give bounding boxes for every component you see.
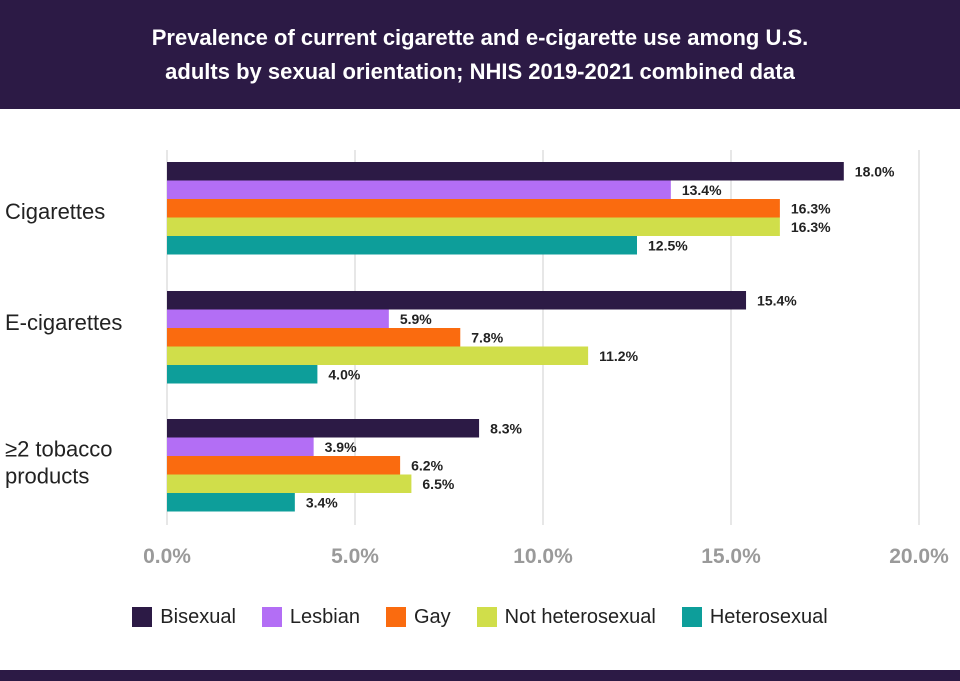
data-label: 6.5% <box>422 476 454 492</box>
legend-label: Heterosexual <box>709 605 828 628</box>
legend-swatch <box>476 607 497 627</box>
bar-heterosexual-2 <box>167 493 295 512</box>
data-label: 18.0% <box>855 163 895 179</box>
data-label: 6.2% <box>411 457 443 473</box>
legend-label: Gay <box>413 605 451 628</box>
chart-title-line-2: adults by sexual orientation; NHIS 2019-… <box>165 58 795 84</box>
x-tick-label: 15.0% <box>701 545 761 568</box>
data-label: 4.0% <box>328 366 360 382</box>
legend-item-heterosexual: Heterosexual <box>681 605 828 629</box>
data-label: 8.3% <box>490 420 522 436</box>
legend: Bisexual Lesbian Gay Not heterosexual Hetero… <box>0 600 960 634</box>
data-label: 11.2% <box>599 348 638 364</box>
bar-bisexual-2 <box>167 419 480 438</box>
bar-lesbian-2 <box>167 437 314 456</box>
header-banner: Prevalence of current cigarette and e-ci… <box>0 0 960 109</box>
legend-label: Bisexual <box>160 605 236 628</box>
legend-item-not-heterosexual: Not heterosexual <box>476 605 656 629</box>
bar-not-heterosexual-0 <box>167 217 780 236</box>
data-label: 15.4% <box>757 292 797 308</box>
legend-item-gay: Gay <box>385 605 451 629</box>
bar-gay-0 <box>167 199 780 218</box>
category-label: E-cigarettes <box>5 310 122 335</box>
bar-bisexual-1 <box>167 291 747 310</box>
bar-lesbian-1 <box>167 309 389 328</box>
bar-not-heterosexual-2 <box>167 474 412 493</box>
x-tick-label: 0.0% <box>143 545 191 568</box>
x-tick-label: 5.0% <box>331 545 379 568</box>
chart-title-line-1: Prevalence of current cigarette and e-ci… <box>151 24 809 50</box>
legend-label: Lesbian <box>289 605 360 628</box>
legend-swatch <box>385 607 406 627</box>
footer-bar <box>0 670 960 681</box>
bar-heterosexual-1 <box>167 365 318 384</box>
legend-swatch <box>681 607 702 627</box>
data-label: 13.4% <box>682 182 722 198</box>
bar-lesbian-0 <box>167 180 671 199</box>
data-label: 3.4% <box>306 494 338 510</box>
legend-item-bisexual: Bisexual <box>132 606 236 629</box>
legend-swatch <box>132 607 153 627</box>
category-label: Cigarettes <box>5 199 105 224</box>
category-label: products <box>5 464 89 489</box>
legend-label: Not heterosexual <box>504 605 656 628</box>
category-label: ≥2 tobacco <box>5 437 112 462</box>
bar-layer <box>167 162 844 512</box>
x-tick-label: 20.0% <box>889 545 949 568</box>
axis-layer: 0.0% 5.0% 10.0% 15.0% 20.0% Cigarettes E-cigar… <box>5 199 949 568</box>
data-label: 16.3% <box>791 200 831 216</box>
data-label: 7.8% <box>471 329 503 345</box>
data-label: 3.9% <box>325 439 357 455</box>
bar-heterosexual-0 <box>167 236 637 255</box>
legend-item-lesbian: Lesbian <box>261 605 360 629</box>
data-label: 5.9% <box>400 311 432 327</box>
bar-bisexual-0 <box>167 162 844 181</box>
bar-gay-1 <box>167 328 461 347</box>
bar-gay-2 <box>167 456 401 475</box>
chart-title: Prevalence of current cigarette and e-ci… <box>50 21 910 89</box>
data-label: 12.5% <box>648 237 688 253</box>
data-label: 16.3% <box>791 219 831 235</box>
legend-swatch <box>261 607 282 627</box>
x-tick-label: 10.0% <box>513 545 573 568</box>
bar-not-heterosexual-1 <box>167 346 589 365</box>
label-layer: 18.0% 15.4% 8.3% 13.4% 5.9% 3.9% 16.3% 7.8% 6.2%… <box>306 163 895 510</box>
